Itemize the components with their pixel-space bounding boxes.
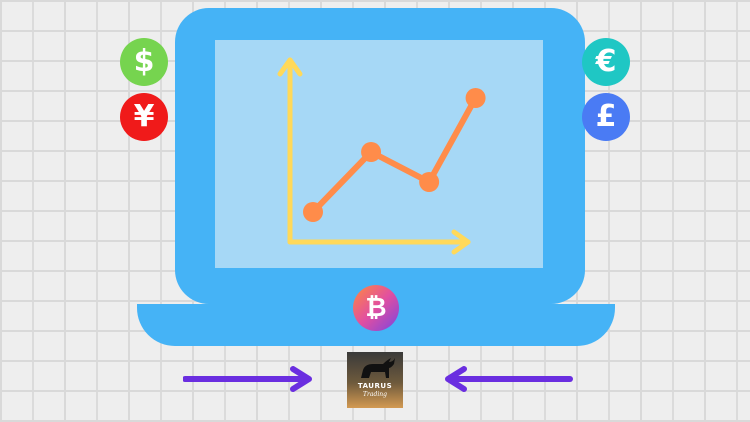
taurus-trading-logo: TAURUS Trading bbox=[347, 352, 403, 408]
chart-point-3 bbox=[465, 88, 486, 108]
chart-axes bbox=[277, 57, 471, 255]
bitcoin-coin-icon: ₿ bbox=[353, 285, 399, 331]
y-axis-arrowhead bbox=[277, 57, 303, 77]
chart-point-0 bbox=[303, 202, 323, 222]
euro-coin-icon: € bbox=[582, 38, 630, 86]
chart-line bbox=[310, 96, 479, 215]
chart-point-2 bbox=[419, 172, 440, 192]
yen-coin-icon: ¥ bbox=[120, 93, 168, 141]
arrow-right-icon bbox=[183, 366, 312, 392]
pound-coin-icon: £ bbox=[582, 93, 630, 141]
arrow-left-icon bbox=[445, 366, 573, 392]
growth-chart-graphic bbox=[277, 57, 486, 255]
x-axis-arrowhead bbox=[451, 229, 471, 255]
dollar-coin-icon: $ bbox=[120, 38, 168, 86]
yen-symbol: ¥ bbox=[133, 99, 155, 134]
bull-silhouette-icon bbox=[361, 358, 395, 378]
chart-point-1 bbox=[361, 142, 382, 162]
bitcoin-symbol: ₿ bbox=[365, 293, 387, 323]
chart-series bbox=[303, 88, 486, 222]
pound-symbol: £ bbox=[595, 99, 617, 134]
laptop-screen-frame bbox=[175, 8, 585, 304]
dollar-symbol: $ bbox=[133, 44, 155, 79]
laptop-screen bbox=[215, 40, 543, 268]
euro-symbol: € bbox=[595, 44, 617, 79]
logo-subtitle: Trading bbox=[363, 391, 387, 398]
logo-title: TAURUS bbox=[357, 382, 393, 390]
